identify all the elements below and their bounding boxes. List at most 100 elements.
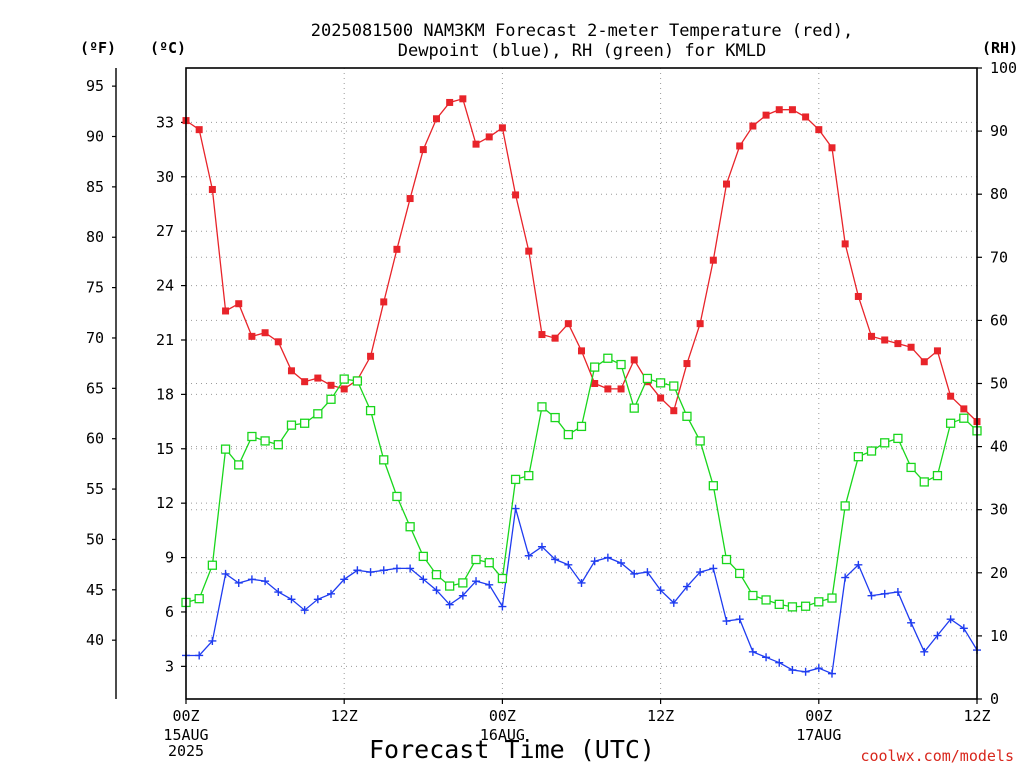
- rh-point-43: [748, 590, 758, 601]
- dewpoint-point-43: [748, 647, 757, 656]
- plot-frame: [185, 67, 978, 700]
- temperature-point-23: [485, 133, 493, 141]
- rh-tick-label-70: 70: [990, 248, 1008, 266]
- time-tick-sublabel-0-1: 2025: [168, 742, 204, 760]
- dewpoint-point-1: [195, 651, 204, 660]
- celsius-unit-label: (ºC): [150, 39, 186, 57]
- time-tick-label-4: 00Z: [805, 707, 832, 725]
- rh-point-17: [405, 522, 415, 532]
- rh-point-39: [695, 436, 705, 446]
- dewpoint-point-38: [682, 582, 691, 591]
- dewpoint-point-37: [669, 598, 678, 607]
- temperature-point-3: [222, 307, 230, 315]
- grid-lines: [186, 68, 977, 699]
- time-tick-sublabel-2-0: 16AUG: [480, 726, 525, 744]
- rh-series: [181, 353, 982, 612]
- series-layer: [181, 95, 982, 678]
- rh-point-1: [194, 594, 204, 604]
- dewpoint-point-11: [327, 589, 336, 598]
- dewpoint-point-49: [827, 669, 836, 678]
- temperature-point-55: [907, 343, 915, 351]
- dewpoint-point-19: [432, 586, 441, 595]
- rh-point-54: [893, 433, 903, 444]
- dewpoint-point-15: [379, 566, 388, 575]
- dewpoint-point-23: [485, 580, 494, 589]
- dewpoint-point-10: [313, 595, 322, 604]
- rh-point-25: [510, 474, 521, 485]
- rh-unit-label: (RH): [982, 39, 1018, 57]
- celsius-axis: 3 6 9 12 15 18 21 24 27 30 33: [156, 113, 186, 675]
- rh-point-30: [576, 421, 587, 432]
- fahrenheit-tick-label-80: 80: [86, 228, 104, 246]
- rh-point-38: [682, 411, 692, 421]
- dewpoint-point-18: [419, 575, 428, 584]
- celsius-tick-label-9: 9: [165, 549, 174, 567]
- fahrenheit-tick-label-90: 90: [86, 127, 104, 145]
- temperature-point-30: [578, 347, 585, 355]
- rh-point-47: [800, 601, 811, 611]
- fahrenheit-tick-label-75: 75: [86, 279, 104, 297]
- temperature-point-10: [314, 374, 322, 382]
- rh-point-50: [840, 501, 850, 511]
- dewpoint-point-36: [656, 586, 665, 595]
- rh-point-36: [655, 378, 666, 388]
- temperature-point-26: [525, 247, 533, 255]
- temperature-point-52: [868, 332, 876, 340]
- temperature-point-57: [933, 347, 941, 355]
- dewpoint-point-3: [221, 569, 230, 578]
- temperature-point-21: [459, 95, 467, 103]
- dewpoint-point-47: [801, 667, 810, 676]
- rh-point-55: [906, 462, 916, 473]
- temperature-point-2: [208, 185, 216, 193]
- rh-point-41: [721, 554, 732, 565]
- dewpoint-point-52: [867, 591, 876, 600]
- rh-axis: 0 10 20 30 40 50 60 70 80 90 100: [977, 59, 1017, 708]
- celsius-tick-label-12: 12: [156, 494, 174, 512]
- rh-point-44: [761, 595, 771, 605]
- rh-point-57: [932, 470, 943, 481]
- rh-tick-label-20: 20: [990, 564, 1008, 582]
- temperature-point-1: [195, 126, 203, 134]
- time-tick-label-2: 00Z: [489, 707, 516, 725]
- rh-point-46: [787, 602, 798, 612]
- dewpoint-point-28: [551, 555, 560, 564]
- dewpoint-point-33: [617, 559, 626, 568]
- celsius-tick-label-30: 30: [156, 168, 174, 186]
- temperature-point-54: [894, 340, 902, 348]
- rh-point-37: [669, 381, 679, 391]
- temperature-point-47: [802, 113, 810, 121]
- dewpoint-point-21: [458, 591, 467, 600]
- fahrenheit-unit-label: (ºF): [80, 39, 116, 57]
- temperature-point-40: [709, 256, 717, 264]
- dewpoint-point-5: [247, 575, 256, 584]
- dewpoint-line: [186, 508, 978, 675]
- title-line-1: 2025081500 NAM3KM Forecast 2-meter Tempe…: [311, 21, 853, 41]
- celsius-tick-label-27: 27: [156, 222, 174, 240]
- temperature-point-31: [591, 380, 599, 387]
- temperature-point-48: [815, 126, 823, 134]
- time-tick-label-1: 12Z: [331, 707, 358, 725]
- temperature-point-59: [960, 405, 968, 413]
- temperature-point-4: [235, 300, 243, 308]
- temperature-point-17: [406, 195, 414, 203]
- time-tick-label-0: 00Z: [172, 707, 199, 725]
- temperature-point-38: [683, 360, 691, 368]
- rh-point-29: [563, 429, 573, 440]
- temperature-point-8: [287, 367, 295, 375]
- temperature-point-45: [775, 106, 783, 114]
- temperature-point-43: [749, 122, 757, 130]
- dewpoint-point-42: [735, 615, 744, 624]
- fahrenheit-tick-label-45: 45: [86, 581, 104, 599]
- dewpoint-point-57: [933, 631, 942, 640]
- time-tick-sublabel-4-0: 17AUG: [796, 726, 841, 744]
- time-tick-label-5: 12Z: [963, 707, 990, 725]
- dewpoint-point-26: [524, 551, 533, 560]
- rh-point-45: [774, 599, 784, 609]
- rh-point-7: [273, 440, 283, 450]
- dewpoint-point-45: [775, 658, 784, 667]
- dewpoint-point-13: [353, 566, 362, 575]
- temperature-point-16: [393, 245, 401, 253]
- temperature-point-15: [380, 298, 388, 306]
- rh-point-34: [629, 403, 639, 413]
- temperature-point-42: [736, 142, 744, 150]
